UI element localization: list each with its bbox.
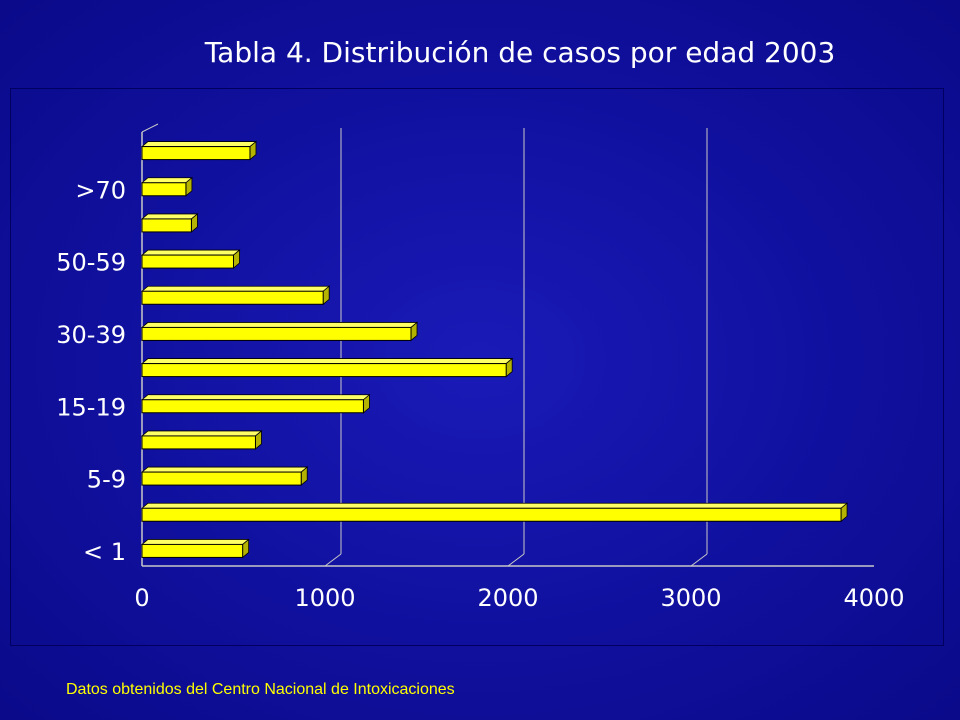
bar-top	[140, 502, 849, 509]
y-axis-depth	[141, 123, 159, 133]
y-tick-label: 5-9	[87, 466, 126, 494]
bar-top	[140, 539, 250, 545]
y-tick-label: 15-19	[56, 393, 126, 421]
bar	[141, 146, 251, 161]
bar-top	[140, 358, 514, 364]
x-tick-label: 2000	[477, 584, 538, 612]
bar-top	[140, 430, 263, 437]
bar	[141, 363, 507, 378]
bar	[141, 435, 256, 450]
y-tick-label: 30-39	[56, 321, 126, 349]
bar-top	[140, 249, 241, 256]
y-tick-label: >70	[75, 176, 126, 204]
bar	[141, 254, 234, 269]
x-tick-label: 4000	[843, 584, 904, 612]
bar	[141, 543, 244, 558]
bar-top	[140, 285, 331, 292]
bar-top	[140, 466, 309, 473]
bar-top	[140, 322, 419, 328]
bar-top	[140, 141, 258, 147]
bar	[141, 507, 842, 522]
bar	[141, 326, 412, 341]
gridline-depth	[507, 553, 525, 567]
bar	[141, 182, 187, 197]
bar-top	[140, 177, 194, 184]
x-tick-label: 1000	[294, 584, 355, 612]
bar	[141, 218, 192, 233]
x-tick-label: 0	[134, 584, 149, 612]
y-tick-label: < 1	[83, 538, 126, 566]
bar-top	[140, 213, 199, 220]
bar	[141, 290, 324, 305]
bar-top	[140, 394, 371, 401]
gridline-depth	[324, 553, 342, 567]
source-footnote: Datos obtenidos del Centro Nacional de I…	[66, 681, 455, 698]
bar	[141, 471, 302, 486]
x-tick-label: 3000	[660, 584, 721, 612]
bar	[141, 399, 364, 414]
chart-frame	[10, 88, 944, 646]
y-tick-label: 50-59	[56, 249, 126, 277]
chart-title: Tabla 4. Distribución de casos por edad …	[204, 36, 836, 69]
gridline-depth	[690, 553, 708, 567]
